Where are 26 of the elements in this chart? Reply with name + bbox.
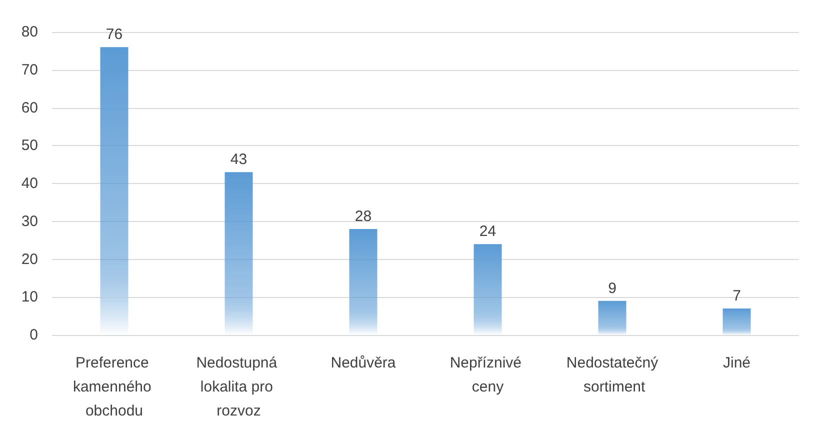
y-tick-label: 0: [30, 326, 38, 344]
y-tick-label: 70: [21, 61, 38, 78]
bar: [349, 228, 378, 335]
y-tick-label: 30: [21, 212, 38, 230]
y-tick-label: 80: [21, 24, 38, 40]
x-tick-label: Jiné: [722, 354, 751, 372]
y-tick-label: 60: [21, 99, 38, 116]
bar: [474, 244, 502, 335]
y-tick-label: 20: [21, 250, 38, 268]
data-label: 76: [106, 26, 123, 44]
data-label: 9: [608, 280, 616, 297]
data-label: 24: [479, 223, 496, 240]
x-tick-label: Nedůvěra: [330, 354, 396, 372]
bar: [722, 308, 751, 335]
data-label: 7: [732, 287, 741, 304]
x-tick-label: Nedostupná lokalita pro rozvoz: [196, 354, 282, 420]
y-tick-label: 50: [21, 137, 38, 154]
x-tick-label: Preference kamenného obchodu: [72, 354, 156, 420]
data-label: 43: [230, 151, 248, 168]
y-tick-label: 10: [21, 288, 38, 306]
data-label: 28: [354, 208, 372, 225]
bar: [224, 172, 253, 335]
x-tick-label: Nepříznivé ceny: [450, 354, 526, 396]
x-tick-label: Nedostatečný sortiment: [566, 354, 659, 396]
bar: [598, 300, 626, 335]
y-tick-label: 40: [21, 175, 38, 192]
